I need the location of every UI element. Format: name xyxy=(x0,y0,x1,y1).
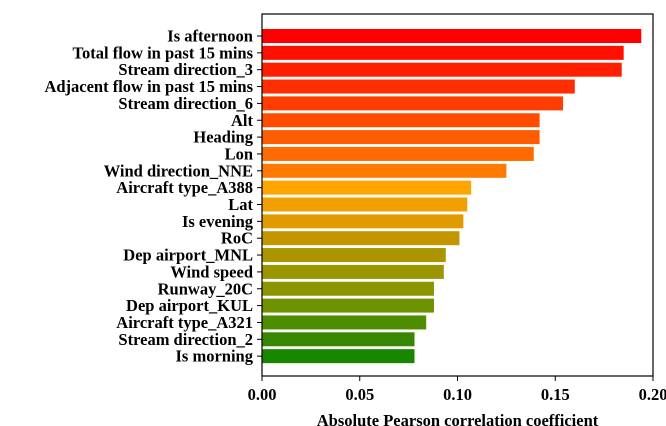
category-label: Total flow in past 15 mins xyxy=(73,43,254,62)
bar xyxy=(262,79,575,94)
bar xyxy=(262,332,415,347)
category-label: Heading xyxy=(193,128,253,147)
category-label: Alt xyxy=(231,111,254,130)
x-tick-label: 0.05 xyxy=(345,385,374,404)
category-label: Stream direction_2 xyxy=(118,330,253,349)
bar xyxy=(262,298,435,313)
category-label: Runway_20C xyxy=(158,279,253,298)
x-axis-title: Absolute Pearson correlation coefficient xyxy=(317,411,599,426)
category-label: Dep airport_KUL xyxy=(126,296,253,315)
x-tick-label: 0.10 xyxy=(443,385,472,404)
bars-group xyxy=(262,29,642,364)
bar xyxy=(262,214,464,229)
category-label: Wind speed xyxy=(170,262,253,281)
category-label: Is evening xyxy=(182,212,254,231)
category-label: Is afternoon xyxy=(167,27,253,46)
category-label: Adjacent flow in past 15 mins xyxy=(44,77,253,96)
x-tick-label: 0.20 xyxy=(639,385,666,404)
category-label: Stream direction_6 xyxy=(118,94,253,113)
bar xyxy=(262,62,622,77)
bar xyxy=(262,197,468,212)
category-label: Is morning xyxy=(176,347,254,366)
category-label: Aircraft type_A388 xyxy=(116,178,253,197)
bar xyxy=(262,264,444,279)
category-label: Lat xyxy=(228,195,253,214)
bar xyxy=(262,248,446,263)
bar xyxy=(262,29,642,43)
x-tick-label: 0.15 xyxy=(541,385,570,404)
bar xyxy=(262,113,540,128)
bar xyxy=(262,231,460,246)
category-label: RoC xyxy=(221,229,253,248)
category-label: Dep airport_MNL xyxy=(123,246,253,265)
category-label: Wind direction_NNE xyxy=(104,161,253,180)
x-axis-ticks: 0.00 0.05 0.10 0.15 0.20 xyxy=(248,376,666,404)
category-label: Stream direction_3 xyxy=(118,60,253,79)
bar xyxy=(262,349,415,364)
bar xyxy=(262,45,624,60)
x-tick-label: 0.00 xyxy=(248,385,277,404)
bar xyxy=(262,315,427,330)
bar xyxy=(262,146,534,161)
category-label: Lon xyxy=(225,144,253,163)
bar xyxy=(262,163,507,178)
bar xyxy=(262,180,472,195)
bar xyxy=(262,281,435,296)
category-label: Aircraft type_A321 xyxy=(116,313,253,332)
bar xyxy=(262,130,540,145)
bar xyxy=(262,96,564,111)
